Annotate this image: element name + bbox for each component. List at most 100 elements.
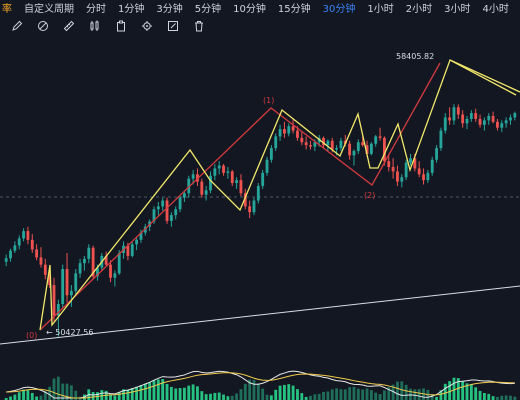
candle-body <box>330 140 334 150</box>
candle <box>287 123 291 137</box>
clipboard-icon[interactable] <box>114 19 128 33</box>
candle <box>396 165 399 186</box>
tab-30min[interactable]: 30分钟 <box>322 3 356 15</box>
macd-bar <box>478 390 482 400</box>
macd-bar <box>469 384 473 400</box>
pencil-icon[interactable] <box>10 19 24 33</box>
candle <box>56 299 60 337</box>
candle-body <box>78 263 82 274</box>
candle <box>217 161 221 175</box>
candle <box>509 114 512 125</box>
candle-body <box>226 171 230 173</box>
candle <box>478 114 482 128</box>
macd-bar <box>209 393 212 400</box>
tab-2h[interactable]: 2小时 <box>405 3 433 15</box>
edit-icon[interactable] <box>166 19 180 33</box>
settings-icon[interactable] <box>140 19 154 33</box>
macd-bar <box>122 389 125 400</box>
candle-body <box>378 136 382 138</box>
macd-bar <box>430 393 434 400</box>
macd-bar <box>491 396 495 400</box>
tab-custom-period[interactable]: 自定义周期 <box>24 3 74 15</box>
candle-body <box>256 185 260 201</box>
eraser-icon[interactable] <box>36 19 50 33</box>
tab-10min[interactable]: 10分钟 <box>233 3 266 15</box>
candle-body <box>326 140 330 146</box>
candle-body <box>291 126 295 131</box>
candle <box>83 255 86 271</box>
tab-3min[interactable]: 3分钟 <box>156 3 183 15</box>
candle-body <box>191 174 195 179</box>
candle-body <box>74 273 78 291</box>
macd-bar <box>322 391 325 400</box>
macd-bar <box>361 389 365 400</box>
macd-bar <box>335 388 338 400</box>
candle <box>265 156 269 176</box>
macd-bar <box>74 390 78 400</box>
bars-icon[interactable] <box>88 19 102 33</box>
tab-1h[interactable]: 1小时 <box>367 3 394 15</box>
candle-body <box>500 123 504 128</box>
macd-bar <box>309 395 312 400</box>
candle-body <box>509 117 512 121</box>
candle-body <box>469 113 473 119</box>
ruler-icon[interactable] <box>62 19 76 33</box>
candle-body <box>126 245 130 256</box>
candle <box>174 206 178 220</box>
macd-bar <box>169 386 173 400</box>
macd-bar <box>339 389 343 400</box>
candle <box>496 118 499 131</box>
candle <box>491 111 495 124</box>
candle <box>78 258 82 278</box>
candle <box>261 169 265 189</box>
wave-label-2: (2) <box>364 191 375 200</box>
candle-body <box>269 148 273 160</box>
macd-bar <box>22 389 25 400</box>
macd-bar <box>52 378 56 400</box>
macd-bar <box>313 394 317 400</box>
candle <box>400 174 404 188</box>
candle-body <box>135 239 139 245</box>
candle <box>300 132 304 146</box>
candle-body <box>161 200 165 207</box>
macd-bar <box>269 395 273 400</box>
tab-15min[interactable]: 15分钟 <box>277 3 311 15</box>
candle-body <box>61 269 65 304</box>
candle <box>87 244 91 264</box>
macd-bar <box>326 391 330 400</box>
candle-body <box>382 137 386 162</box>
candle-body <box>456 107 460 115</box>
candle-body <box>87 247 91 259</box>
macd-bar <box>139 385 143 400</box>
candle-body <box>230 171 234 184</box>
yellow-channel <box>449 59 520 93</box>
candle-body <box>339 140 343 149</box>
macd-bar <box>100 390 104 400</box>
trash-icon[interactable] <box>192 19 206 33</box>
candle-body <box>39 257 43 265</box>
candle-body <box>513 113 517 118</box>
candle-body <box>282 129 286 134</box>
candle <box>282 121 286 138</box>
tab-timeshare[interactable]: 分时 <box>86 3 106 15</box>
macd-bar <box>39 395 43 400</box>
macd-bar <box>152 380 156 400</box>
tab-partial[interactable]: 率 <box>2 3 12 15</box>
tab-3h[interactable]: 3小时 <box>444 3 471 15</box>
candle <box>452 104 456 125</box>
tab-4h[interactable]: 4小时 <box>482 3 509 15</box>
tab-5min[interactable]: 5分钟 <box>194 3 222 15</box>
candle <box>113 270 117 287</box>
high-price-label: 58405.82 <box>396 52 434 61</box>
candle-body <box>400 177 404 182</box>
macd-bar <box>213 392 217 400</box>
macd-bar <box>443 383 447 400</box>
candle <box>139 229 143 243</box>
macd-bar <box>17 392 21 400</box>
macd-bar <box>26 390 30 400</box>
macd-bar <box>396 381 399 400</box>
candle <box>165 197 169 224</box>
tab-1min[interactable]: 1分钟 <box>118 3 145 15</box>
candle <box>482 117 486 131</box>
